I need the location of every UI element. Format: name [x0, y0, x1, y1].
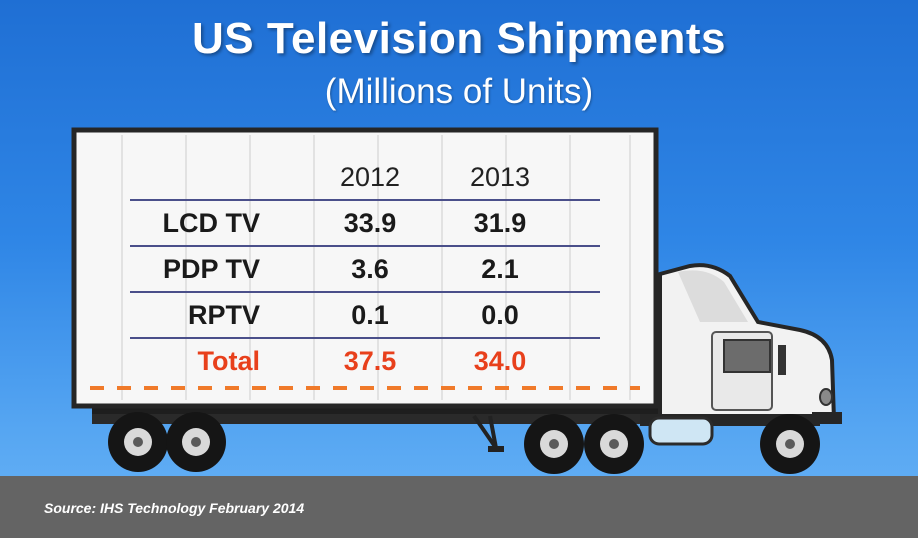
trailer-skirt — [92, 414, 652, 424]
fuel-tank — [648, 416, 714, 446]
table-row-lcd-tv: LCD TV 33.9 31.9 — [130, 201, 600, 247]
cell-value-2013: 31.9 — [473, 208, 527, 238]
total-value-2012: 37.5 — [343, 346, 397, 376]
row-label: RPTV — [187, 300, 260, 330]
cab-window — [723, 339, 771, 373]
column-header-2013: 2013 — [469, 162, 531, 192]
wheel — [166, 412, 226, 472]
cell-value-2012: 33.9 — [343, 208, 397, 238]
row-label: LCD TV — [162, 208, 261, 238]
table-header-row: 2012 2013 — [130, 155, 600, 201]
cab-mirror — [778, 345, 786, 375]
cell-value-2012: 0.1 — [351, 300, 389, 330]
wheel — [760, 414, 820, 474]
trailer-wheels — [108, 412, 226, 472]
wheel — [584, 414, 644, 474]
trailer-box — [71, 127, 659, 409]
table-row-rptv: RPTV 0.1 0.0 — [130, 293, 600, 339]
table-row-pdp-tv: PDP TV 3.6 2.1 — [130, 247, 600, 293]
tractor-wheels — [524, 414, 820, 474]
source-note: Source: IHS Technology February 2014 — [44, 500, 305, 516]
landing-gear — [472, 414, 504, 452]
column-header-2012: 2012 — [339, 162, 401, 192]
cell-value-2013: 2.1 — [481, 254, 519, 284]
total-label: Total — [197, 346, 261, 376]
row-label: PDP TV — [162, 254, 260, 284]
total-value-2013: 34.0 — [473, 346, 527, 376]
wheel — [108, 412, 168, 472]
road — [0, 476, 918, 538]
chart-title: US Television Shipments — [192, 14, 726, 63]
truck-cab — [658, 263, 842, 424]
trailer-panel-lines — [121, 135, 631, 400]
cell-value-2012: 3.6 — [351, 254, 389, 284]
chart-subtitle: (Millions of Units) — [324, 72, 594, 111]
shipments-table: 2012 2013 LCD TV 33.9 31.9 PDP TV 3.6 2.… — [130, 155, 600, 385]
wheel — [524, 414, 584, 474]
table-row-total: Total 37.5 34.0 — [130, 339, 600, 385]
headlight — [819, 388, 833, 406]
cell-value-2013: 0.0 — [481, 300, 519, 330]
